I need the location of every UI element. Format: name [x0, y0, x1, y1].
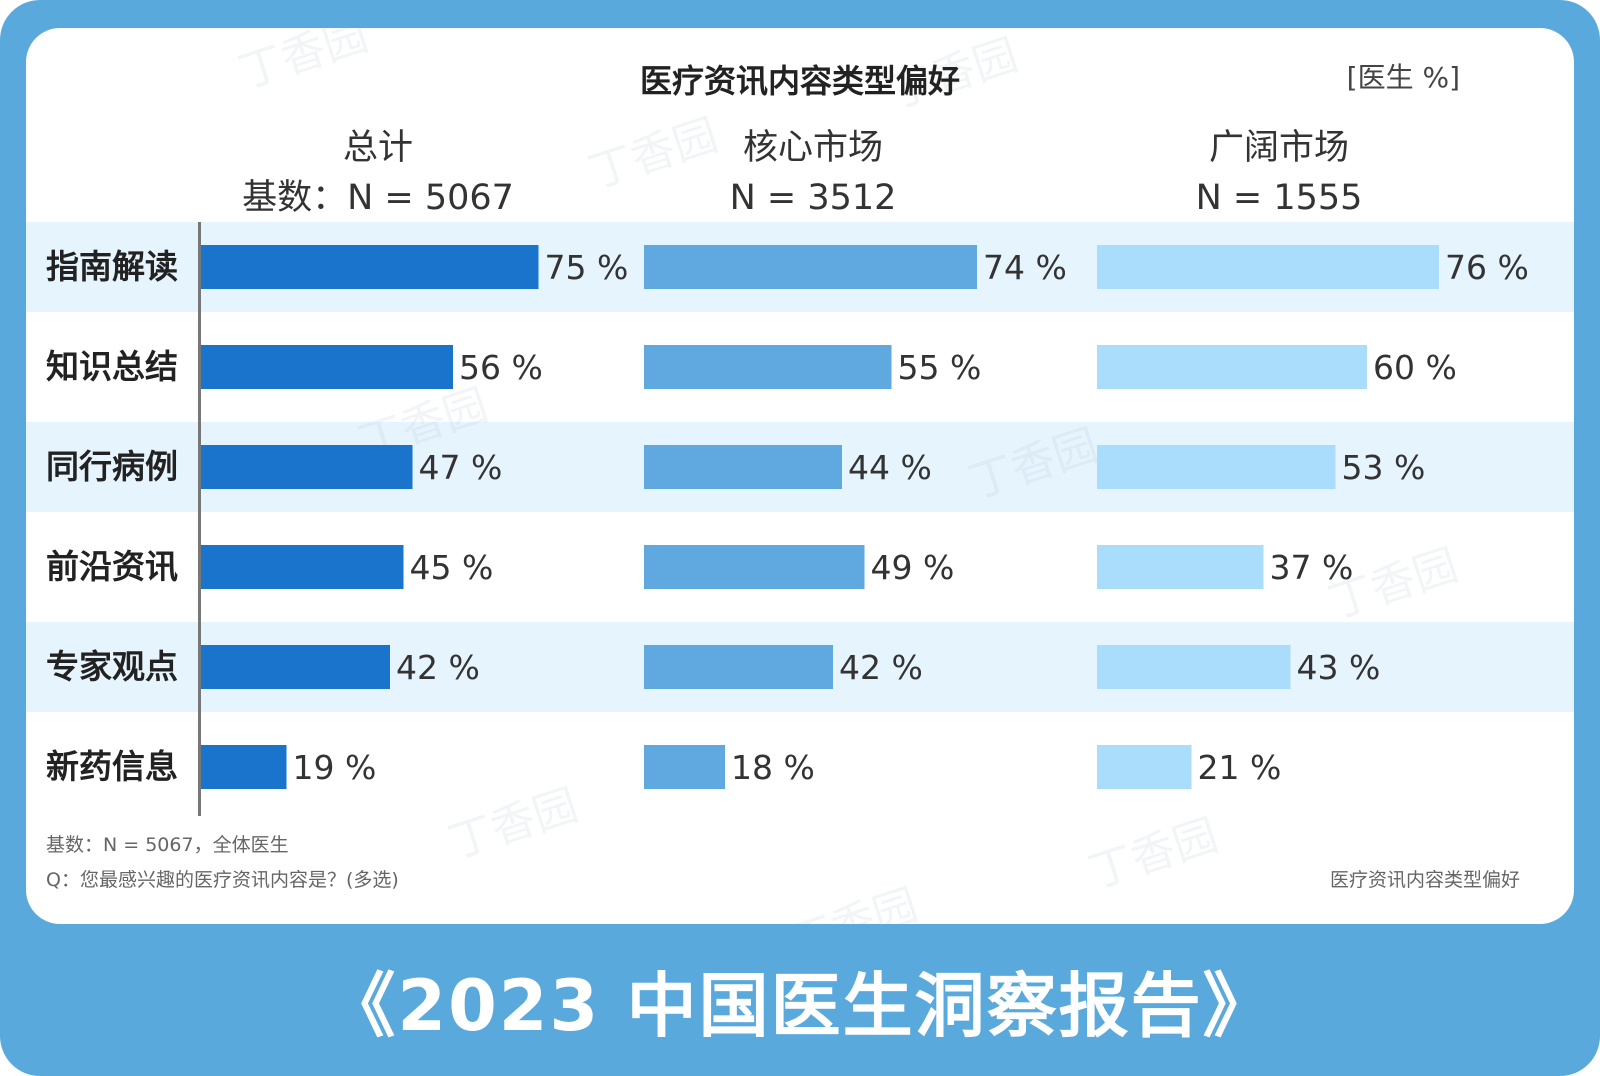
- bar: [201, 345, 453, 389]
- column-name: 核心市场: [742, 128, 883, 168]
- data-label: 42 %: [839, 648, 923, 687]
- chart-card: 丁香园 丁香园 丁香园 丁香园 丁香园 丁香园 丁香园 丁香园 丁香园 医疗资讯…: [26, 28, 1574, 924]
- bar: [644, 345, 892, 389]
- report-banner-title: 《2023 中国医生洞察报告》: [325, 965, 1275, 1047]
- bar: [1097, 745, 1192, 789]
- data-label: 60 %: [1373, 348, 1457, 387]
- category-label: 知识总结: [46, 347, 178, 386]
- category-label: 新药信息: [46, 747, 178, 786]
- data-label: 21 %: [1198, 748, 1282, 787]
- bar: [644, 545, 865, 589]
- bar: [1097, 645, 1291, 689]
- data-label: 53 %: [1342, 448, 1426, 487]
- column-header-core: 核心市场 N = 3512: [593, 123, 1033, 223]
- column-base: N = 3512: [729, 178, 897, 218]
- column-base: 基数：N = 5067: [242, 178, 514, 218]
- data-label: 42 %: [396, 648, 480, 687]
- footnote-source: 医疗资讯内容类型偏好: [1329, 869, 1520, 891]
- data-label: 19 %: [293, 748, 377, 787]
- bar: [201, 645, 390, 689]
- data-label: 74 %: [983, 248, 1067, 287]
- category-axis-line: [198, 222, 201, 816]
- bar: [644, 745, 725, 789]
- category-label: 前沿资讯: [46, 547, 178, 586]
- data-label: 56 %: [459, 348, 543, 387]
- footnote-base: 基数：N = 5067，全体医生: [46, 834, 289, 856]
- bar: [644, 645, 833, 689]
- bar: [201, 745, 287, 789]
- bar: [201, 245, 539, 289]
- column-header-broad: 广阔市场 N = 1555: [1059, 123, 1499, 223]
- unit-label: [医生 %]: [1346, 61, 1460, 94]
- bar: [644, 445, 842, 489]
- bar: [1097, 345, 1367, 389]
- bar: [1097, 545, 1264, 589]
- bar: [1097, 445, 1336, 489]
- data-label: 76 %: [1445, 248, 1529, 287]
- data-label: 43 %: [1297, 648, 1381, 687]
- column-name: 广阔市场: [1208, 128, 1349, 168]
- column-base: N = 1555: [1195, 178, 1363, 218]
- data-label: 47 %: [419, 448, 503, 487]
- bar: [644, 245, 977, 289]
- chart-title: 医疗资讯内容类型偏好: [639, 62, 960, 100]
- category-label: 专家观点: [46, 647, 178, 686]
- bar: [1097, 245, 1439, 289]
- category-label: 指南解读: [46, 247, 178, 286]
- bar: [201, 445, 413, 489]
- data-label: 37 %: [1270, 548, 1354, 587]
- column-name: 总计: [342, 128, 413, 168]
- data-label: 18 %: [731, 748, 815, 787]
- category-label: 同行病例: [46, 447, 178, 486]
- data-label: 44 %: [848, 448, 932, 487]
- column-header-total: 总计 基数：N = 5067: [158, 123, 598, 223]
- bar: [201, 545, 404, 589]
- data-label: 49 %: [871, 548, 955, 587]
- footnote-question: Q：您最感兴趣的医疗资讯内容是？(多选): [46, 869, 399, 891]
- data-label: 75 %: [545, 248, 629, 287]
- data-label: 45 %: [410, 548, 494, 587]
- bar-chart: 75 % 56 % 47 % 45 % 42 % 19 % 74 % 55 % 44 % 49 %…: [201, 245, 1529, 789]
- data-label: 55 %: [898, 348, 982, 387]
